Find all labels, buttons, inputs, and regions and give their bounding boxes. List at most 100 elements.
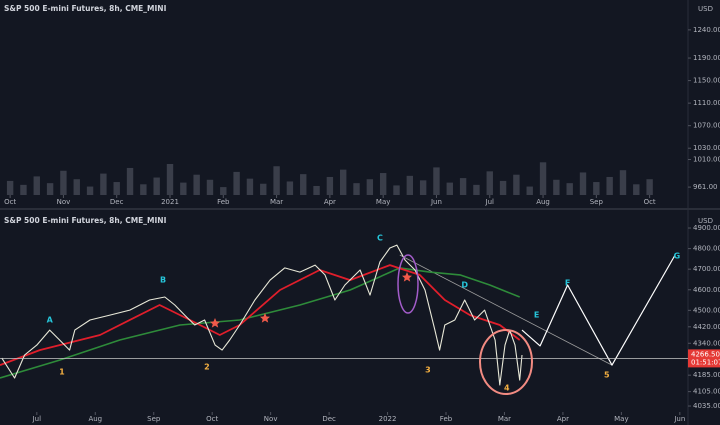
volume-bar — [393, 185, 400, 195]
volume-bar — [539, 162, 547, 195]
volume-bar — [166, 164, 174, 195]
y-tick-label: 1070.00 — [693, 122, 720, 130]
x-tick-label: Nov — [57, 198, 71, 206]
volume-bar — [286, 181, 294, 195]
y-tick-label: 4600.00 — [693, 286, 720, 294]
volume-bar — [633, 184, 640, 195]
y-tick-label: 4185.00 — [693, 371, 720, 379]
price-tag-label: 4266.50 — [691, 350, 720, 358]
x-tick-label: Jul — [485, 198, 495, 206]
volume-bar — [593, 182, 600, 195]
price-tag — [688, 349, 720, 368]
volume-bar — [100, 173, 107, 195]
y-tick-label: 1190.00 — [693, 54, 720, 62]
wave-label: 5 — [604, 371, 610, 380]
volume-bar — [140, 184, 147, 195]
x-tick-label: Mar — [270, 198, 283, 206]
star-marker — [401, 272, 412, 282]
y-tick-label: 4900.00 — [693, 224, 720, 232]
series-line — [1, 244, 523, 386]
x-tick-label: Feb — [217, 198, 230, 206]
wave-label: C — [377, 234, 383, 243]
wave-label: 2 — [204, 363, 210, 372]
volume-bar — [126, 167, 134, 195]
y-tick-label: 1240.00 — [693, 26, 720, 34]
volume-bar — [73, 179, 80, 195]
volume-bar — [60, 170, 67, 195]
volume-bar — [113, 182, 120, 195]
volume-bar — [459, 178, 467, 195]
highlight-ellipse — [479, 329, 533, 395]
x-tick-label: Jun — [673, 415, 685, 423]
x-tick-label: Sep — [590, 198, 604, 206]
volume-bar — [486, 171, 493, 195]
star-marker — [210, 318, 220, 328]
volume-bar — [180, 182, 187, 195]
chart-title: S&P 500 E-mini Futures, 8h, CME_MINI — [4, 216, 167, 225]
x-tick-label: Sep — [147, 415, 161, 423]
volume-bar — [86, 186, 94, 195]
highlight-ellipse — [397, 254, 419, 314]
volume-bar — [233, 171, 240, 195]
volume-bar — [153, 177, 160, 195]
volume-bar — [526, 186, 533, 195]
volume-bar — [553, 179, 560, 195]
axis-unit: USD — [698, 5, 713, 13]
volume-bar — [619, 170, 627, 195]
volume-bar — [446, 182, 453, 195]
y-tick-label: 4105.00 — [693, 388, 720, 396]
x-tick-label: Dec — [110, 198, 124, 206]
volume-bar — [273, 166, 280, 195]
volume-bar — [566, 183, 573, 195]
volume-bar — [499, 180, 507, 195]
y-tick-label: 1010.00 — [693, 155, 720, 163]
volume-bar — [646, 179, 653, 195]
wave-label: 4 — [504, 384, 510, 393]
plot-layer: 1240.00 1190.00 1150.00 1110.00 1070.00 1030.… — [0, 26, 720, 423]
y-tick-label: 4420.00 — [693, 323, 720, 331]
y-tick-label: 1030.00 — [693, 144, 720, 152]
volume-bar — [340, 169, 347, 195]
volume-bar — [193, 174, 200, 195]
volume-bar — [406, 175, 414, 195]
star-marker — [259, 313, 270, 323]
x-tick-label: Apr — [557, 415, 569, 423]
volume-bar — [579, 172, 587, 195]
x-tick-label: Dec — [322, 415, 336, 423]
volume-bar — [46, 183, 54, 195]
y-tick-label: 4800.00 — [693, 245, 720, 253]
axis-unit: USD — [698, 217, 713, 225]
volume-bar — [513, 174, 520, 195]
x-tick-label: Apr — [324, 198, 336, 206]
x-tick-label: Oct — [206, 415, 218, 423]
wave-label: 1 — [59, 368, 65, 377]
wave-label: G — [674, 252, 681, 261]
volume-bar — [313, 185, 320, 195]
series-line — [521, 254, 676, 366]
volume-bar — [33, 176, 40, 195]
volume-bar — [419, 180, 427, 195]
x-tick-label: 2022 — [379, 415, 397, 423]
wave-label: D — [461, 281, 468, 290]
volume-bar — [326, 176, 334, 195]
y-tick-label: 961.00 — [693, 183, 718, 191]
x-tick-label: 2021 — [161, 198, 179, 206]
wave-label: B — [160, 276, 166, 285]
x-tick-label: May — [376, 198, 390, 206]
x-tick-label: Jul — [32, 415, 42, 423]
volume-bar — [6, 180, 14, 195]
wave-label: E — [534, 311, 539, 320]
chart-title: S&P 500 E-mini Futures, 8h, CME_MINI — [4, 4, 167, 13]
series-line — [0, 267, 520, 379]
volume-bar — [353, 183, 360, 195]
volume-bar — [366, 179, 374, 195]
volume-bar — [220, 187, 227, 195]
volume-bar — [206, 179, 214, 195]
x-tick-label: May — [614, 415, 628, 423]
volume-bar — [246, 178, 254, 195]
series-line — [0, 264, 521, 366]
wave-label: A — [47, 316, 54, 325]
y-tick-label: 4500.00 — [693, 306, 720, 314]
